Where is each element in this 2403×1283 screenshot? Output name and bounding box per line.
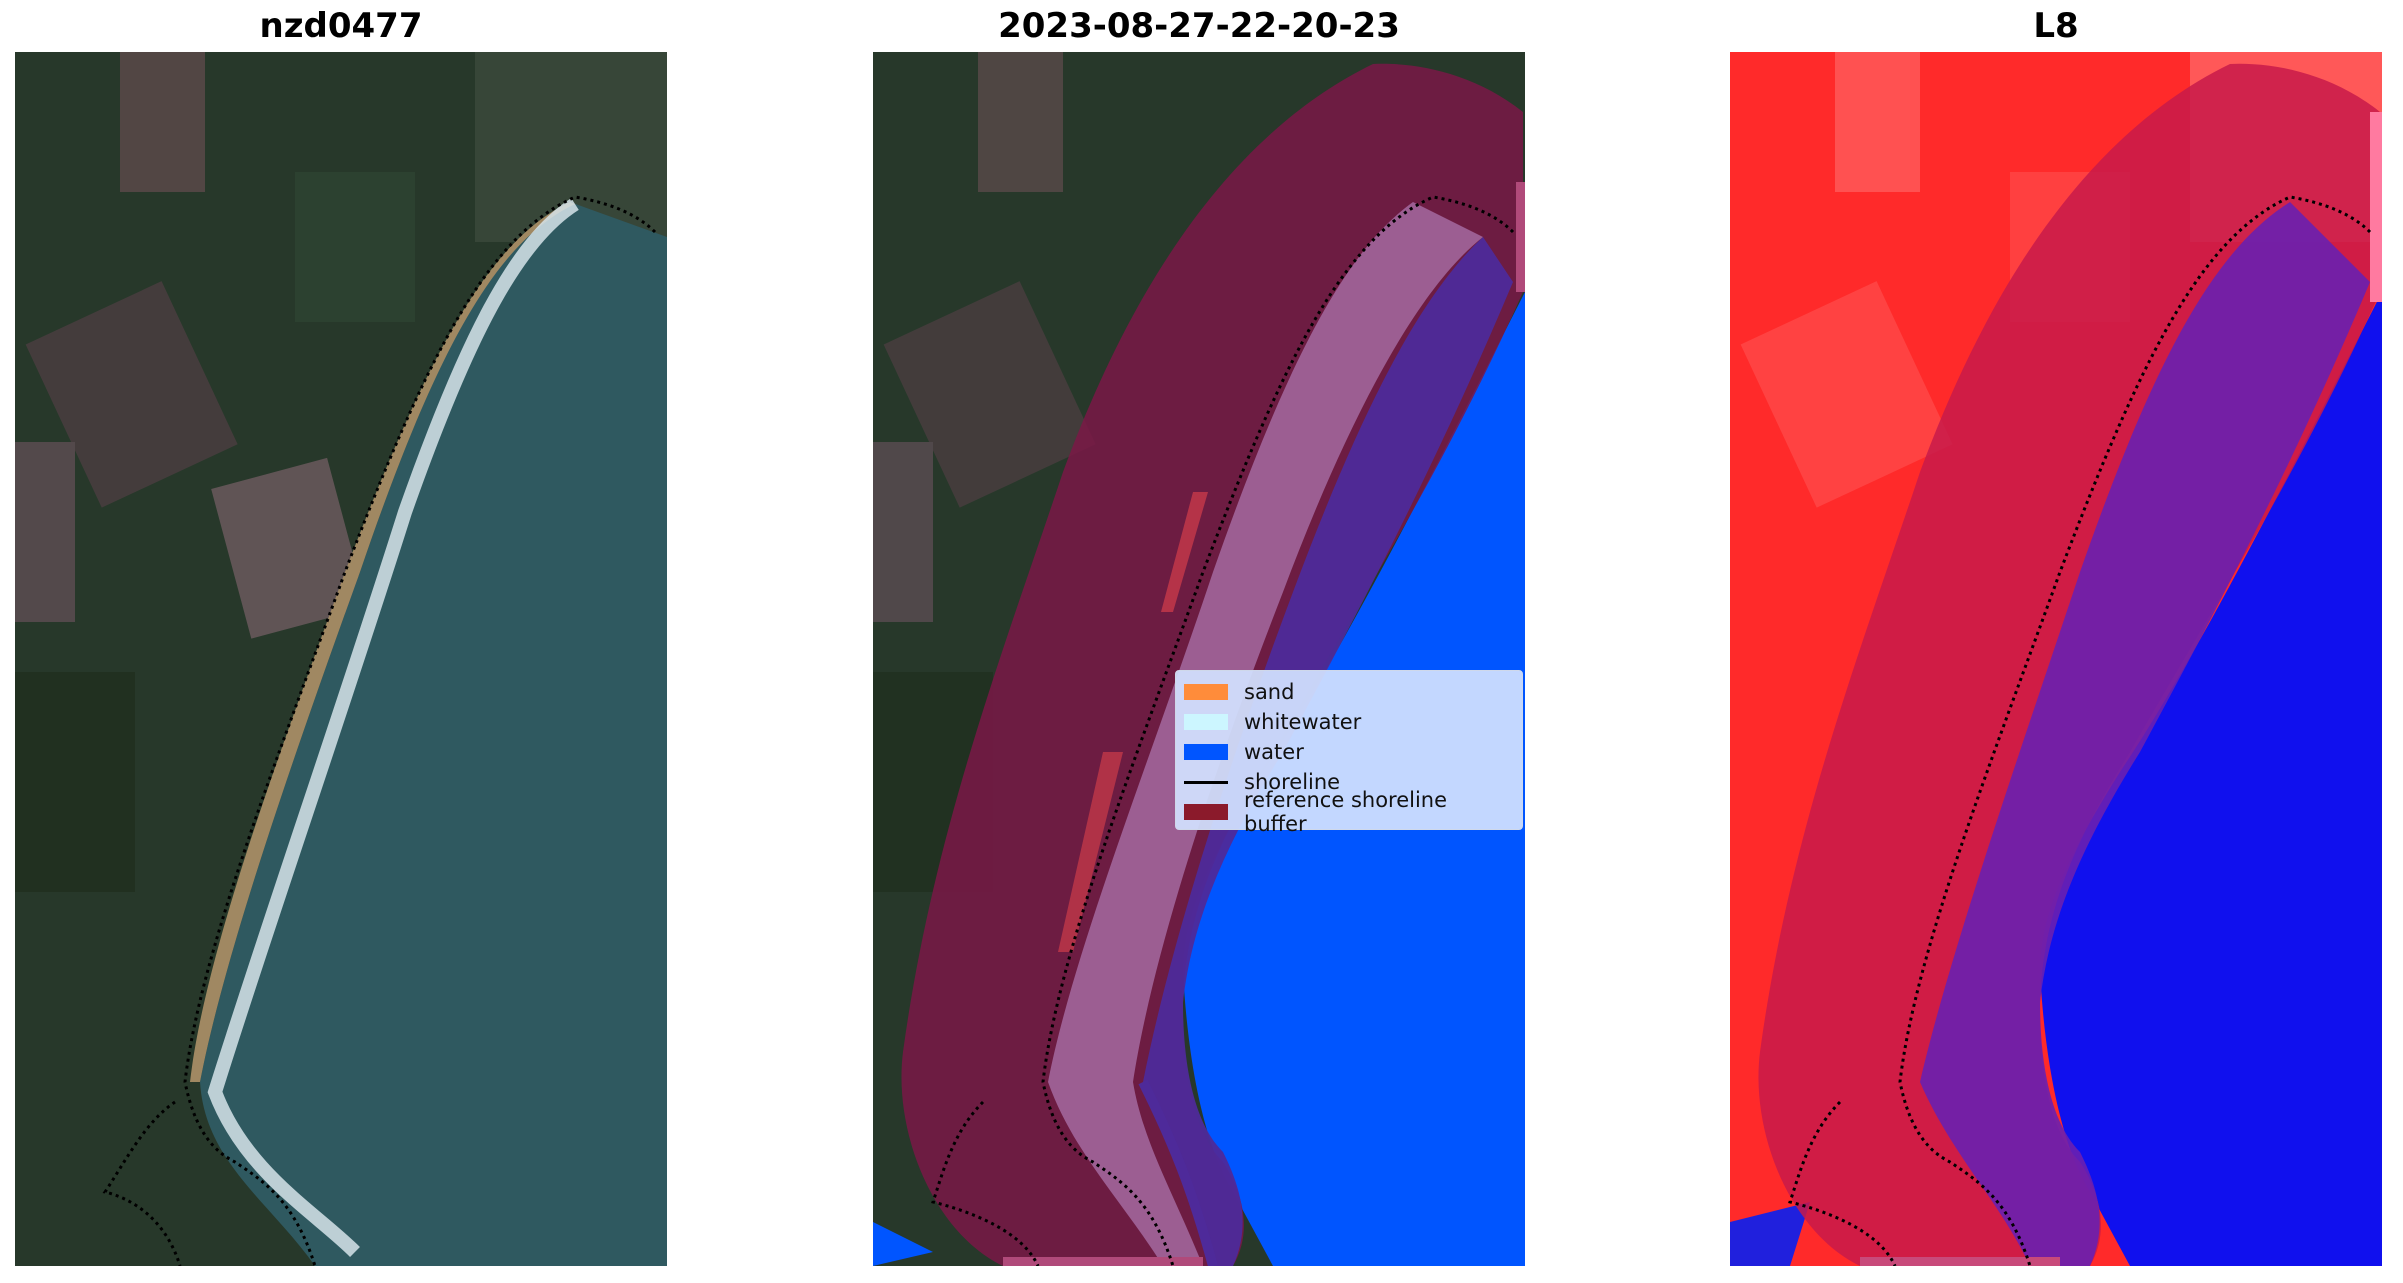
panel-title-rgb: nzd0477 (259, 6, 423, 46)
classified-image-panel (873, 52, 1525, 1266)
legend-item-buffer: reference shoreline buffer (1184, 788, 1514, 836)
legend-item-water: water (1184, 737, 1514, 767)
legend-label-shoreline: shoreline (1244, 770, 1341, 794)
legend-swatch-whitewater (1184, 714, 1228, 730)
legend-label-buffer: reference shoreline buffer (1244, 788, 1448, 836)
legend-label-whitewater: whitewater (1244, 710, 1362, 734)
legend-swatch-water (1184, 744, 1228, 760)
rgb-image-panel (15, 52, 667, 1266)
index-image-panel (1730, 52, 2382, 1266)
legend-swatch-buffer (1184, 804, 1228, 820)
legend-item-sand: sand (1184, 677, 1514, 707)
legend-line-shoreline (1184, 780, 1228, 784)
classified-image (873, 52, 1525, 1266)
panel-title-index: L8 (2033, 6, 2079, 46)
legend-swatch-sand (1184, 684, 1228, 700)
legend-item-whitewater: whitewater (1184, 707, 1514, 737)
legend: sand whitewater water shoreline referenc… (1175, 670, 1523, 836)
panel-title-classified: 2023-08-27-22-20-23 (998, 6, 1400, 46)
rgb-satellite-image (15, 52, 667, 1266)
water-index-image (1730, 52, 2382, 1266)
legend-label-water: water (1244, 740, 1304, 764)
legend-label-sand: sand (1244, 680, 1295, 704)
legend-item-shoreline: shoreline (1184, 767, 1514, 797)
